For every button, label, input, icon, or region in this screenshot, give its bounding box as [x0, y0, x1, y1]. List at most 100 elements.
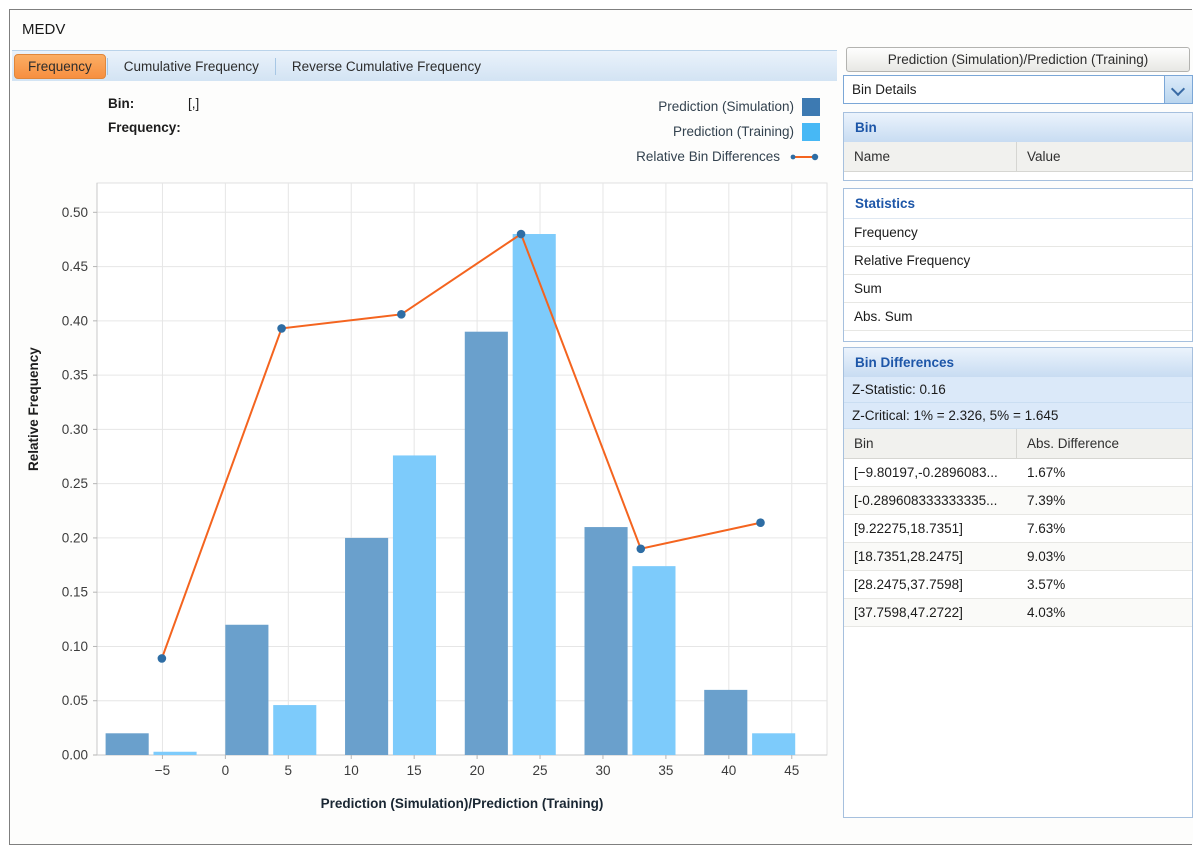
legend-item: Relative Bin Differences	[636, 144, 820, 169]
bin-readout-label: Bin:	[108, 96, 135, 111]
bin-range-cell: [9.22275,18.7351]	[854, 521, 963, 536]
abs-difference-cell: 4.03%	[1027, 605, 1066, 620]
statistics-section: Statistics Frequency Relative Frequency Su…	[843, 188, 1193, 342]
y-tick-label: 0.20	[62, 530, 88, 545]
x-tick-label: 0	[222, 763, 230, 778]
line-marker[interactable]	[756, 518, 765, 528]
bar-simulation[interactable]	[345, 537, 389, 755]
line-marker[interactable]	[516, 229, 526, 239]
column-header-value[interactable]: Value	[1027, 149, 1061, 164]
bin-difference-row[interactable]: [37.7598,47.2722] 4.03%	[844, 599, 1192, 627]
x-tick-label: 30	[595, 763, 610, 778]
chart-area: Bin: [,] Frequency: Prediction (Simulati…	[12, 81, 837, 829]
bar-training[interactable]	[392, 455, 437, 755]
line-marker[interactable]	[636, 544, 646, 554]
view-selector[interactable]: Bin Details	[843, 75, 1193, 104]
tab-cumulative-frequency[interactable]: Cumulative Frequency	[123, 59, 259, 74]
y-tick-label: 0.45	[62, 259, 88, 274]
x-axis-title: Prediction (Simulation)/Prediction (Trai…	[321, 796, 604, 811]
panel-header-button[interactable]: Prediction (Simulation)/Prediction (Trai…	[846, 47, 1190, 72]
y-tick-label: 0.30	[62, 422, 88, 437]
bar-simulation[interactable]	[704, 689, 748, 755]
bar-simulation[interactable]	[584, 527, 628, 755]
bin-range-cell: [18.7351,28.2475]	[854, 549, 963, 564]
abs-difference-cell: 1.67%	[1027, 465, 1066, 480]
y-tick-label: 0.15	[62, 585, 88, 600]
hover-readout: Bin: [,] Frequency:	[108, 96, 199, 144]
bin-section-empty-body	[844, 172, 1192, 180]
line-marker[interactable]	[157, 654, 167, 663]
tab-separator	[274, 58, 276, 75]
bar-simulation[interactable]	[225, 624, 269, 755]
relative-bin-differences-line[interactable]	[160, 232, 761, 659]
x-tick-label: 5	[285, 763, 293, 778]
abs-difference-cell: 9.03%	[1027, 549, 1066, 564]
tab-reverse-cumulative-frequency[interactable]: Reverse Cumulative Frequency	[291, 59, 481, 74]
bar-simulation[interactable]	[464, 331, 508, 755]
bin-difference-row[interactable]: [-0.289608333333335... 7.39%	[844, 487, 1192, 515]
tab-bar: Frequency Cumulative Frequency Reverse Cum…	[12, 50, 837, 82]
statistics-row: Relative Frequency	[844, 247, 1192, 275]
bar-training[interactable]	[273, 705, 317, 755]
bar-simulation[interactable]	[105, 733, 149, 755]
bar-training[interactable]	[512, 234, 556, 755]
x-tick-label: 45	[784, 763, 799, 778]
bin-range-cell: [-0.289608333333335...	[854, 493, 998, 508]
statistics-row: Sum	[844, 275, 1192, 303]
bin-range-cell: [37.7598,47.2722]	[854, 605, 963, 620]
legend-label: Prediction (Simulation)	[658, 99, 794, 114]
column-header-abs-difference[interactable]: Abs. Difference	[1027, 436, 1120, 451]
column-header-name[interactable]: Name	[844, 142, 1017, 171]
legend-swatch-icon	[802, 122, 820, 141]
bar-training[interactable]	[752, 733, 796, 755]
bin-difference-row[interactable]: [28.2475,37.7598] 3.57%	[844, 571, 1192, 599]
y-tick-label: 0.50	[62, 205, 88, 220]
bin-range-cell: [−9.80197,-0.2896083...	[854, 465, 998, 480]
bin-differences-section-title: Bin Differences	[844, 348, 1192, 377]
statistics-section-title: Statistics	[844, 189, 1192, 219]
y-tick-label: 0.05	[62, 693, 88, 708]
legend-label: Prediction (Training)	[672, 124, 794, 139]
bin-difference-row[interactable]: [9.22275,18.7351] 7.63%	[844, 515, 1192, 543]
legend-label: Relative Bin Differences	[636, 149, 780, 164]
z-statistic: Z-Statistic: 0.16	[844, 377, 1192, 403]
y-tick-label: 0.25	[62, 476, 88, 491]
bar-training[interactable]	[632, 566, 676, 755]
view-selector-value: Bin Details	[852, 82, 917, 97]
bin-section-title: Bin	[844, 113, 1192, 142]
line-marker[interactable]	[277, 324, 286, 333]
bin-section: Bin Name Value	[843, 112, 1193, 181]
abs-difference-cell: 7.63%	[1027, 521, 1066, 536]
tab-separator	[106, 58, 108, 75]
details-panel: Prediction (Simulation)/Prediction (Trai…	[843, 10, 1193, 844]
frequency-histogram[interactable]: −5 0 5 10 15 20 25 30 35 40 45 0.00 0.05 0.10 0.15 0.20…	[12, 81, 837, 829]
bin-range-cell: [28.2475,37.7598]	[854, 577, 963, 592]
statistics-row: Abs. Sum	[844, 303, 1192, 331]
x-tick-label: 20	[470, 763, 485, 778]
bin-readout-value: [,]	[188, 96, 200, 111]
y-tick-label: 0.00	[62, 748, 88, 763]
bin-difference-row[interactable]: [18.7351,28.2475] 9.03%	[844, 543, 1192, 571]
x-tick-label: 35	[658, 763, 673, 778]
bin-differences-section: Bin Differences Z-Statistic: 0.16 Z-Crit…	[843, 347, 1193, 818]
x-tick-label: −5	[155, 763, 170, 778]
z-critical: Z-Critical: 1% = 2.326, 5% = 1.645	[844, 403, 1192, 429]
bin-difference-row[interactable]: [−9.80197,-0.2896083... 1.67%	[844, 459, 1192, 487]
column-header-bin[interactable]: Bin	[844, 429, 1017, 458]
legend-item: Prediction (Training)	[673, 119, 820, 144]
statistics-row: Frequency	[844, 219, 1192, 247]
legend-line-dot-icon	[790, 153, 819, 160]
frequency-readout-label: Frequency:	[108, 120, 181, 135]
y-tick-label: 0.10	[62, 639, 88, 654]
window-title: MEDV	[22, 21, 66, 38]
y-tick-label: 0.35	[62, 368, 88, 383]
chart-legend: Prediction (Simulation) Prediction (Train…	[636, 94, 820, 169]
view-selector-dropdown-button[interactable]	[1164, 76, 1192, 103]
tab-frequency[interactable]: Frequency	[14, 54, 106, 79]
bar-training[interactable]	[153, 751, 197, 755]
bin-differences-columns: Bin Abs. Difference	[844, 429, 1192, 459]
x-tick-label: 40	[721, 763, 736, 778]
line-marker[interactable]	[397, 310, 406, 319]
abs-difference-cell: 7.39%	[1027, 493, 1066, 508]
